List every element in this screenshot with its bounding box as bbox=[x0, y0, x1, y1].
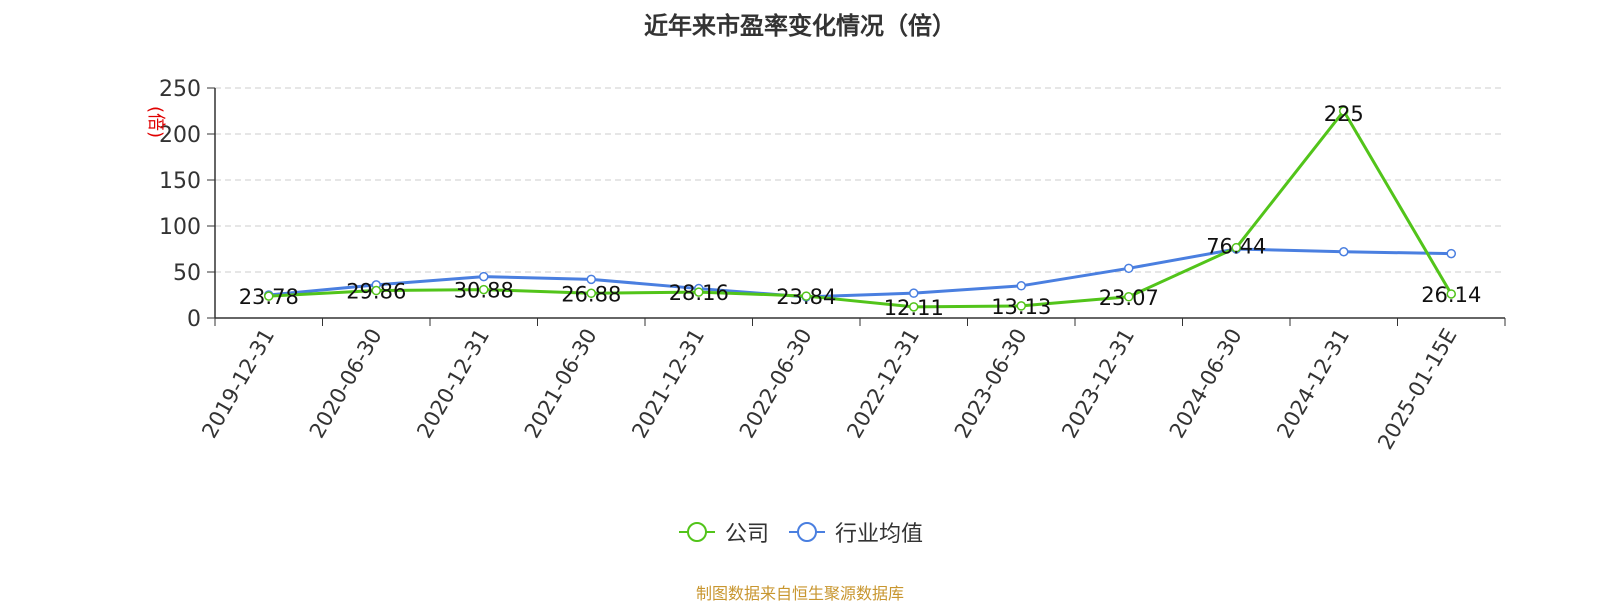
company-data-label: 28.16 bbox=[669, 281, 729, 305]
company-data-label: 26.88 bbox=[561, 282, 621, 306]
x-tick-label: 2022-12-31 bbox=[842, 325, 924, 443]
company-point bbox=[479, 284, 489, 295]
company-point bbox=[694, 287, 704, 297]
legend-company-label: 公司 bbox=[724, 522, 769, 547]
company-point bbox=[371, 285, 381, 296]
y-tick-label: 100 bbox=[159, 215, 201, 240]
industry-point bbox=[1339, 247, 1349, 257]
company-data-label: 26.14 bbox=[1421, 283, 1481, 307]
series-lines bbox=[268, 109, 1453, 309]
x-tick-label: 2022-06-30 bbox=[735, 325, 817, 443]
company-data-label: 76.44 bbox=[1206, 235, 1266, 259]
company-data-label: 13.13 bbox=[991, 295, 1051, 319]
legend-industry-label: 行业均值 bbox=[835, 522, 924, 547]
company-point bbox=[264, 291, 274, 301]
x-tick-label: 2020-12-31 bbox=[412, 325, 494, 443]
company-data-label: 23.78 bbox=[239, 285, 299, 309]
y-tick-label: 200 bbox=[159, 123, 201, 148]
legend-item-company[interactable]: 公司 bbox=[677, 516, 769, 548]
industry-point bbox=[909, 288, 919, 298]
company-point bbox=[909, 302, 919, 312]
company-point bbox=[1016, 301, 1026, 311]
legend: 公司 行业均值 bbox=[0, 516, 1600, 548]
x-tick-label: 2021-06-30 bbox=[520, 325, 602, 443]
x-tick-label: 2023-12-31 bbox=[1057, 325, 1139, 443]
company-point bbox=[1231, 242, 1241, 253]
industry-point bbox=[1446, 248, 1456, 259]
y-tick-label: 0 bbox=[187, 307, 201, 332]
legend-item-industry[interactable]: 行业均值 bbox=[787, 516, 923, 548]
y-tick-label: 50 bbox=[173, 261, 201, 286]
source-note: 制图数据来自恒生聚源数据库 bbox=[695, 584, 904, 603]
x-tick-label: 2023-06-30 bbox=[950, 325, 1032, 443]
y-tick-label: 150 bbox=[159, 169, 201, 194]
company-data-label: 12.11 bbox=[884, 296, 944, 320]
industry-point bbox=[479, 271, 489, 282]
industry-series-line bbox=[268, 247, 1452, 299]
legend-industry-marker-icon bbox=[789, 522, 825, 542]
company-point bbox=[1124, 292, 1134, 302]
chart-title: 近年来市盈率变化情况（倍） bbox=[644, 12, 956, 40]
company-data-label: 23.07 bbox=[1099, 286, 1159, 310]
legend-company-marker-icon bbox=[678, 522, 715, 542]
company-data-label: 23.84 bbox=[776, 285, 836, 309]
industry-point bbox=[586, 274, 596, 285]
company-data-label: 30.88 bbox=[454, 279, 514, 303]
x-tick-label: 2025-01-15E bbox=[1373, 325, 1461, 454]
y-axis-unit-label: (倍) bbox=[145, 106, 166, 138]
x-tick-label: 2024-12-31 bbox=[1272, 325, 1354, 443]
series-points bbox=[264, 106, 1456, 312]
industry-point bbox=[1016, 281, 1026, 291]
grid-lines bbox=[215, 87, 1505, 273]
company-point bbox=[801, 291, 811, 301]
company-point bbox=[586, 288, 596, 299]
company-data-label: 225 bbox=[1324, 102, 1364, 126]
industry-point bbox=[1124, 263, 1134, 274]
company-data-label: 29.86 bbox=[346, 280, 406, 304]
company-point bbox=[1339, 106, 1349, 116]
x-tick-label: 2020-06-30 bbox=[305, 325, 387, 443]
company-series-line bbox=[268, 109, 1453, 309]
x-tick-label: 2024-06-30 bbox=[1165, 325, 1247, 443]
x-tick-label: 2021-12-31 bbox=[627, 325, 709, 443]
company-point bbox=[1446, 289, 1456, 299]
data-labels: 23.78 29.86 30.88 26.88 28.16 23.84 12.11 13.13… bbox=[239, 102, 1482, 320]
x-tick-label: 2019-12-31 bbox=[197, 325, 279, 443]
y-tick-label: 250 bbox=[159, 77, 201, 102]
